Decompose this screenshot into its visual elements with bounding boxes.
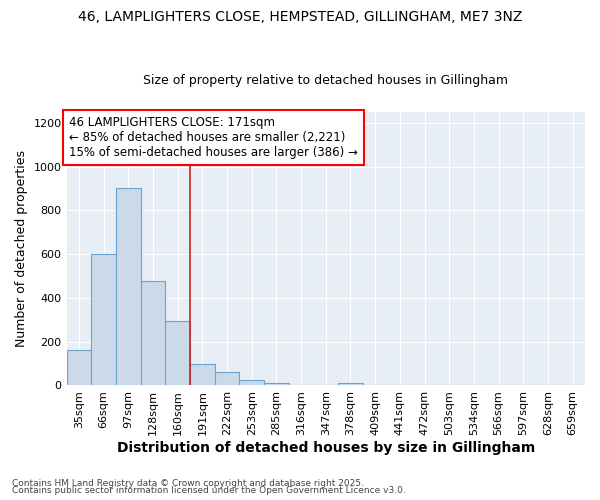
- Bar: [140, 282, 165, 386]
- Text: 46, LAMPLIGHTERS CLOSE, HEMPSTEAD, GILLINGHAM, ME7 3NZ: 46, LAMPLIGHTERS CLOSE, HEMPSTEAD, GILLI…: [78, 10, 522, 24]
- Bar: [190, 364, 215, 386]
- Bar: [67, 350, 91, 386]
- Text: 46 LAMPLIGHTERS CLOSE: 171sqm
← 85% of detached houses are smaller (2,221)
15% o: 46 LAMPLIGHTERS CLOSE: 171sqm ← 85% of d…: [69, 116, 358, 159]
- Bar: [239, 380, 264, 386]
- Text: Contains public sector information licensed under the Open Government Licence v3: Contains public sector information licen…: [12, 486, 406, 495]
- Title: Size of property relative to detached houses in Gillingham: Size of property relative to detached ho…: [143, 74, 508, 87]
- Bar: [165, 321, 190, 386]
- Bar: [215, 372, 239, 386]
- Bar: [338, 384, 363, 386]
- Y-axis label: Number of detached properties: Number of detached properties: [15, 150, 28, 347]
- Bar: [264, 383, 289, 386]
- Bar: [116, 188, 140, 386]
- Bar: [91, 254, 116, 386]
- Text: Contains HM Land Registry data © Crown copyright and database right 2025.: Contains HM Land Registry data © Crown c…: [12, 478, 364, 488]
- X-axis label: Distribution of detached houses by size in Gillingham: Distribution of detached houses by size …: [116, 441, 535, 455]
